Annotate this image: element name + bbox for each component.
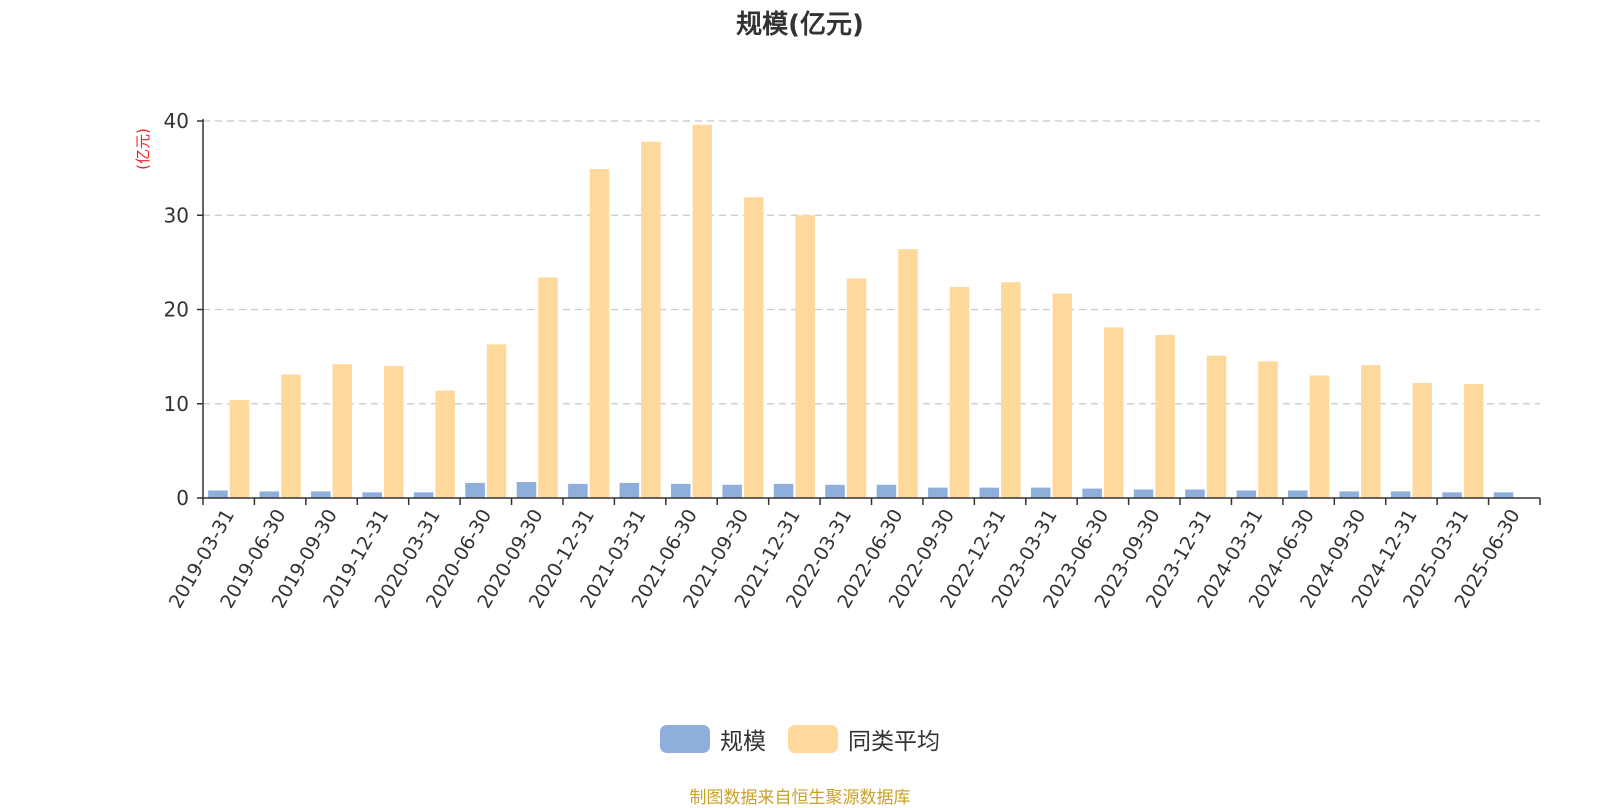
bar-peer-average [641, 141, 661, 499]
bar-scale [773, 483, 794, 498]
bar-scale [516, 481, 537, 498]
bar-peer-average [1103, 327, 1124, 498]
y-axis-unit-label: (亿元) [134, 128, 152, 170]
y-tick-label: 0 [176, 486, 189, 510]
bar-peer-average [743, 197, 764, 498]
y-tick-label: 20 [164, 298, 189, 322]
bar-scale [208, 490, 228, 498]
legend-swatch-peer-average [788, 725, 838, 753]
y-tick-label: 30 [164, 203, 189, 227]
bar-scale [979, 487, 1000, 498]
bar-peer-average [1001, 282, 1021, 498]
bar-scale [619, 482, 640, 498]
bar-peer-average [949, 286, 970, 498]
bar-scale [876, 484, 897, 498]
bar-peer-average [1206, 355, 1227, 498]
bar-scale [1236, 490, 1257, 498]
bars [208, 124, 1514, 499]
legend-label-scale: 规模 [720, 729, 766, 755]
legend-swatch-scale [660, 725, 710, 753]
bar-peer-average [1309, 375, 1330, 498]
bar-peer-average [795, 215, 815, 498]
bar-scale [1030, 487, 1051, 498]
bar-scale [825, 484, 845, 498]
y-tick-label: 40 [164, 109, 189, 133]
bar-peer-average [898, 249, 918, 498]
bar-peer-average [1361, 365, 1381, 498]
bar-scale [1288, 490, 1308, 498]
bar-scale [1133, 489, 1154, 498]
bar-scale [311, 491, 331, 498]
bar-scale [1185, 489, 1205, 498]
bar-peer-average [692, 124, 713, 499]
bar-scale [1390, 491, 1411, 498]
bar-peer-average [229, 399, 250, 498]
bar-peer-average [1155, 334, 1175, 498]
bar-peer-average [435, 390, 455, 498]
axes [197, 119, 1541, 505]
bar-scale [1442, 492, 1462, 498]
bar-scale [670, 483, 691, 498]
bar-scale [928, 487, 948, 498]
bar-peer-average [1258, 361, 1278, 498]
legend-label-peer-average: 同类平均 [848, 729, 940, 755]
bar-scale [568, 483, 588, 498]
bar-peer-average [281, 374, 301, 498]
bar-scale [465, 482, 485, 498]
grid-lines [203, 120, 1540, 405]
bar-peer-average [1412, 383, 1432, 498]
source-note: 制图数据来自恒生聚源数据库 [689, 788, 911, 808]
bar-peer-average [383, 366, 404, 498]
bar-scale [1082, 488, 1102, 498]
axis-labels: 010203040(亿元)2019-03-312019-06-302019-09… [134, 109, 1525, 612]
chart-title: 规模(亿元) [736, 10, 864, 40]
bar-scale [722, 484, 742, 498]
bar-scale [1493, 492, 1514, 498]
bar-peer-average [1052, 293, 1073, 498]
bar-scale [1339, 491, 1360, 498]
bar-peer-average [538, 277, 558, 498]
bar-chart: 010203040(亿元)2019-03-312019-06-302019-09… [134, 109, 1541, 612]
legend-item-peer-average[interactable]: 同类平均 [788, 722, 940, 756]
legend: 规模 同类平均 [0, 722, 1600, 756]
bar-scale [259, 491, 280, 498]
bar-peer-average [846, 278, 867, 498]
bar-scale [362, 492, 382, 498]
bar-peer-average [1463, 383, 1484, 498]
bar-peer-average [486, 344, 507, 498]
bar-peer-average [332, 364, 353, 498]
y-tick-label: 10 [164, 392, 189, 416]
legend-item-scale[interactable]: 规模 [660, 722, 766, 756]
bar-scale [413, 492, 434, 498]
bar-peer-average [589, 169, 610, 498]
